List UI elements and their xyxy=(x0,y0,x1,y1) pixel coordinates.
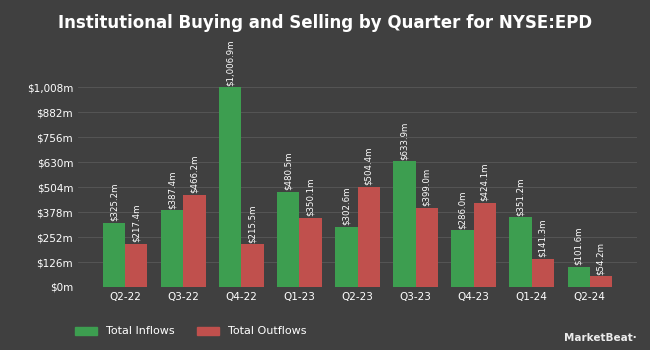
Bar xyxy=(473,203,495,287)
Legend: Total Inflows, Total Outflows: Total Inflows, Total Outflows xyxy=(71,322,311,341)
Text: $480.5m: $480.5m xyxy=(284,152,293,190)
Text: $350.1m: $350.1m xyxy=(306,177,315,216)
Text: $1,006.9m: $1,006.9m xyxy=(226,39,235,86)
Text: $54.2m: $54.2m xyxy=(596,241,605,275)
Text: $325.2m: $325.2m xyxy=(110,182,119,221)
Bar xyxy=(393,161,415,287)
Bar xyxy=(125,244,148,287)
Bar xyxy=(103,223,125,287)
Text: $466.2m: $466.2m xyxy=(190,154,199,193)
Bar xyxy=(183,195,205,287)
Text: $399.0m: $399.0m xyxy=(422,168,431,206)
Bar xyxy=(220,87,242,287)
Bar xyxy=(415,208,437,287)
Text: $504.4m: $504.4m xyxy=(364,147,373,186)
Bar xyxy=(358,187,380,287)
Text: $633.9m: $633.9m xyxy=(400,121,409,160)
Bar xyxy=(161,210,183,287)
Text: $101.6m: $101.6m xyxy=(574,227,583,265)
Bar xyxy=(242,244,263,287)
Text: $215.5m: $215.5m xyxy=(248,204,257,243)
Text: $424.1m: $424.1m xyxy=(480,163,489,201)
Text: Institutional Buying and Selling by Quarter for NYSE:EPD: Institutional Buying and Selling by Quar… xyxy=(58,14,592,32)
Text: MarketBeat·: MarketBeat· xyxy=(564,333,637,343)
Bar xyxy=(590,276,612,287)
Text: $302.6m: $302.6m xyxy=(342,187,351,225)
Bar xyxy=(532,259,554,287)
Bar xyxy=(278,192,300,287)
Bar xyxy=(452,230,473,287)
Bar xyxy=(567,267,590,287)
Text: $217.4m: $217.4m xyxy=(132,204,141,242)
Bar xyxy=(335,227,358,287)
Bar xyxy=(510,217,532,287)
Text: $351.2m: $351.2m xyxy=(516,177,525,216)
Text: $286.0m: $286.0m xyxy=(458,190,467,229)
Text: $387.4m: $387.4m xyxy=(168,170,177,209)
Bar xyxy=(300,218,322,287)
Text: $141.3m: $141.3m xyxy=(538,219,547,257)
